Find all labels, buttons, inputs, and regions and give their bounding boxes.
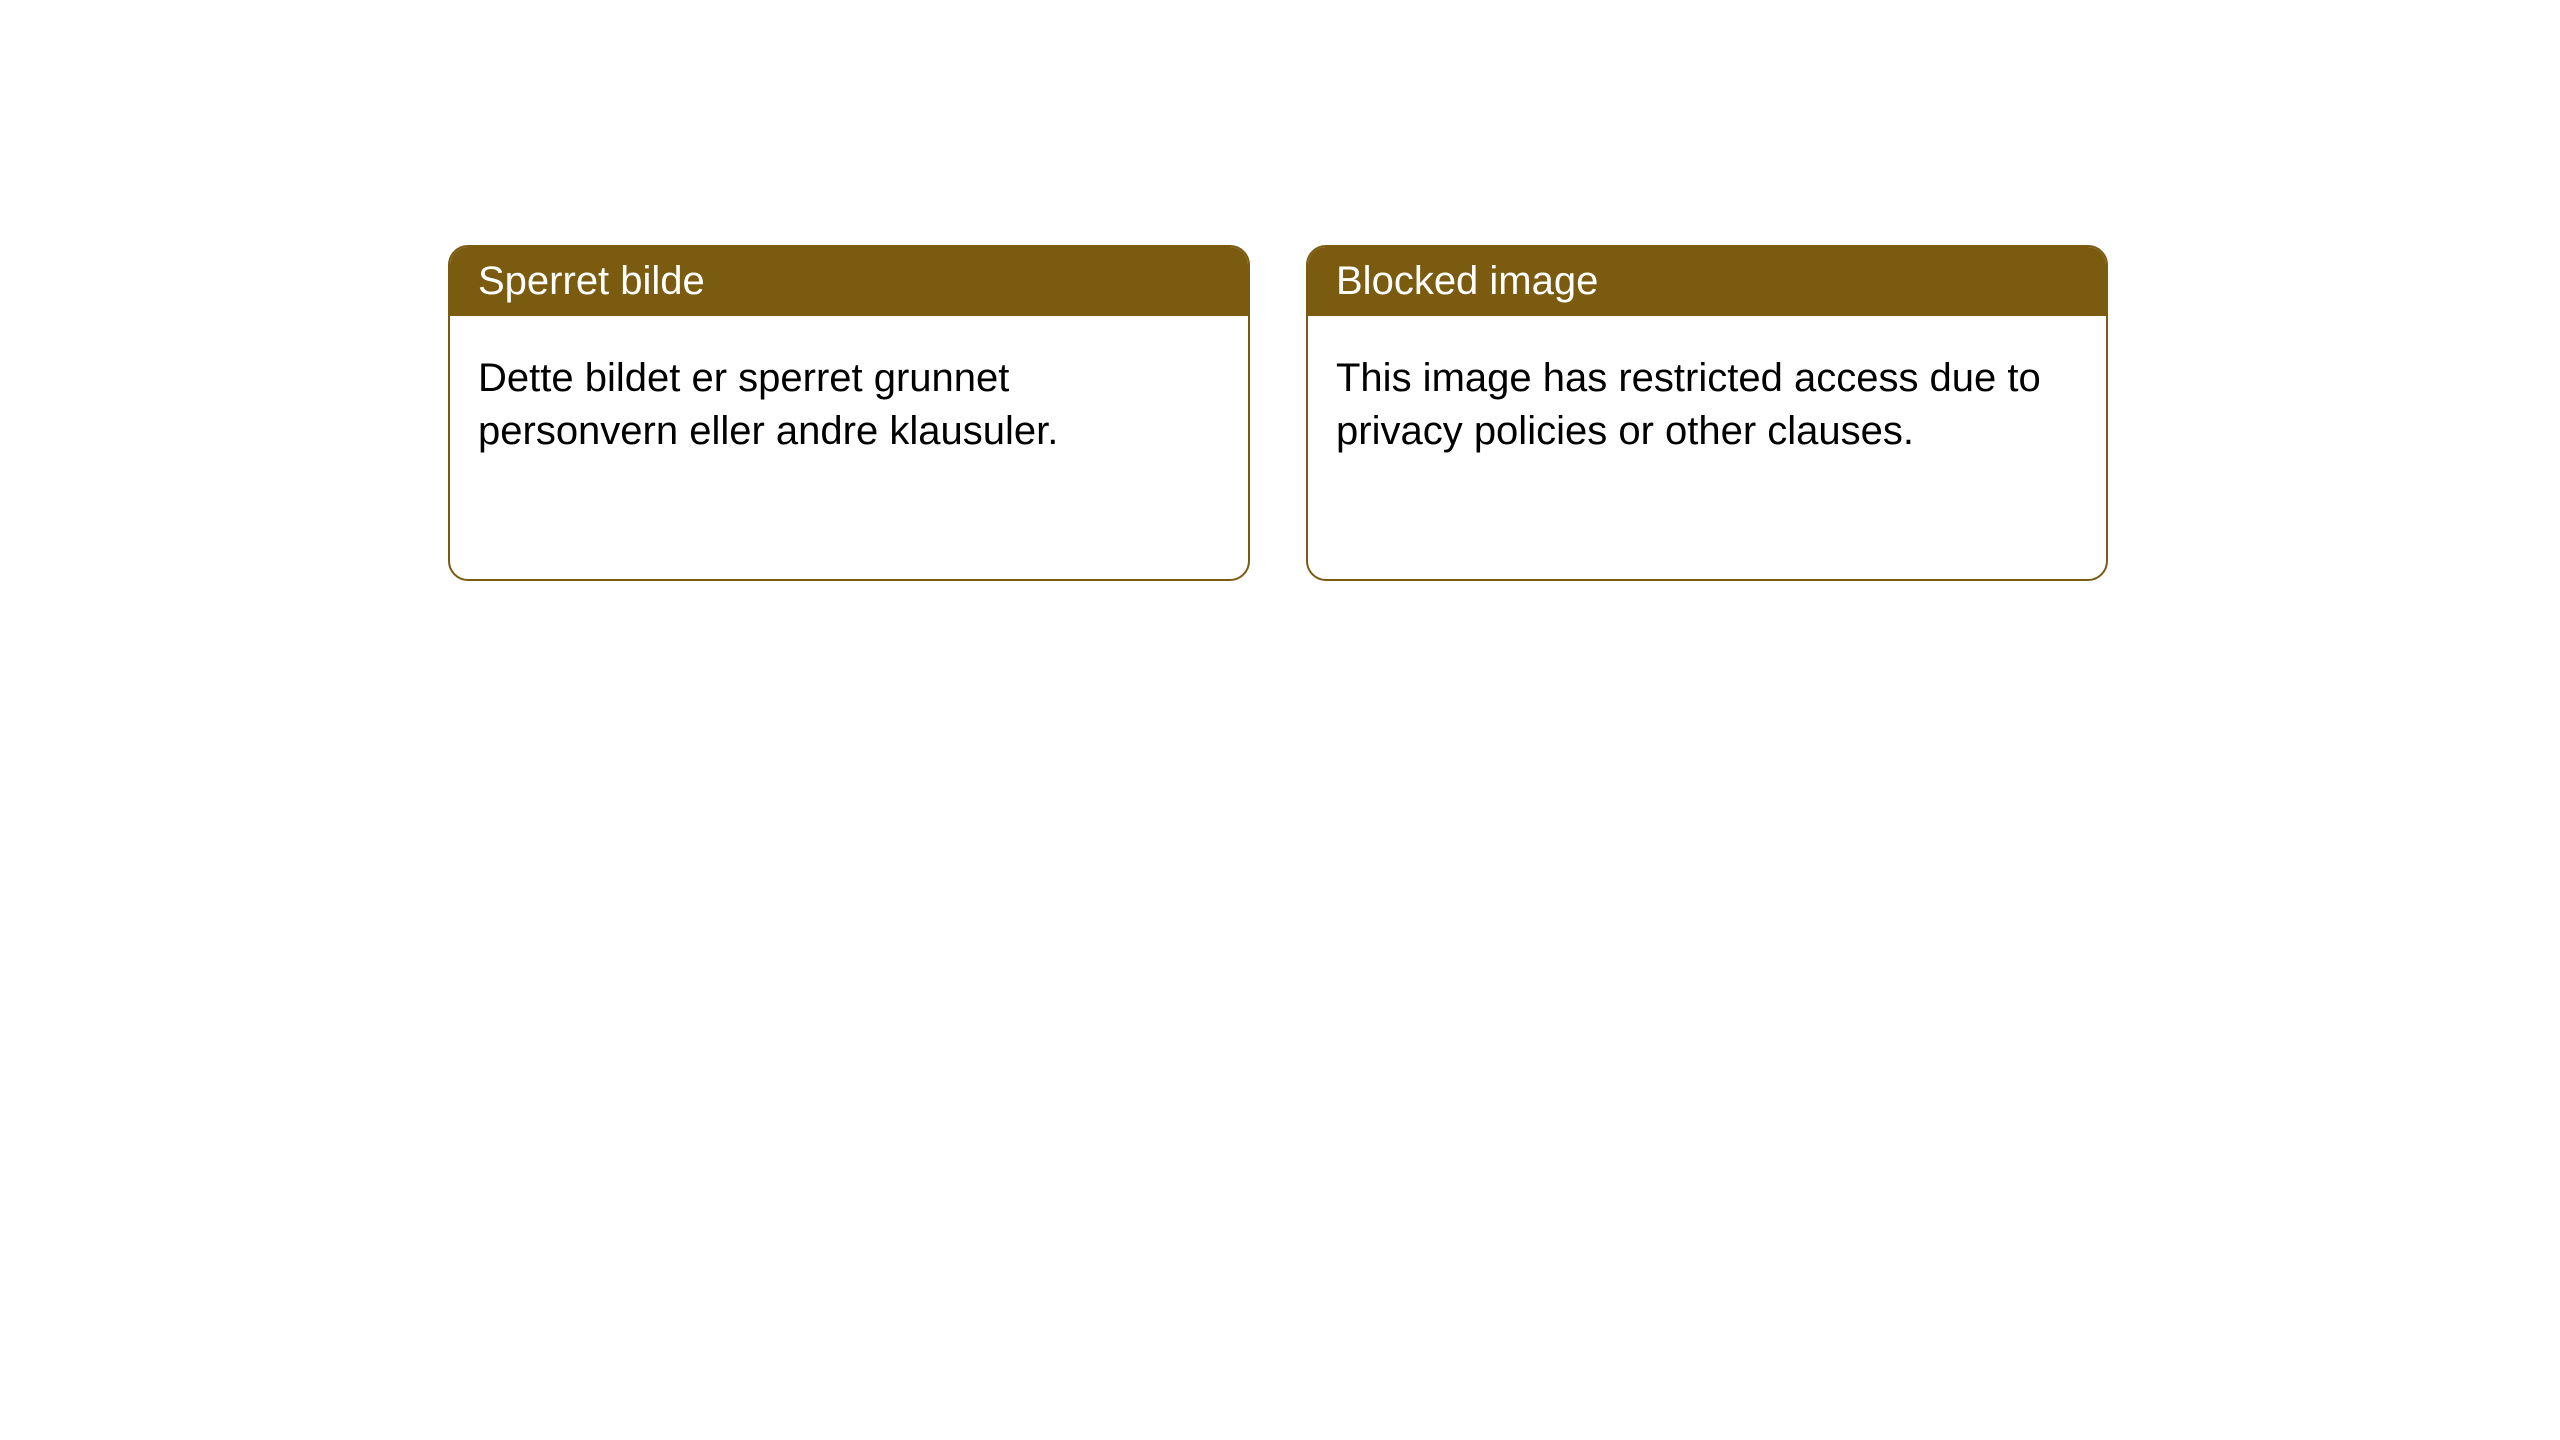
- card-title: Sperret bilde: [478, 259, 705, 303]
- card-header: Blocked image: [1308, 247, 2106, 316]
- card-container: Sperret bilde Dette bildet er sperret gr…: [0, 0, 2560, 581]
- card-header: Sperret bilde: [450, 247, 1248, 316]
- card-title: Blocked image: [1336, 259, 1598, 303]
- blocked-image-card-no: Sperret bilde Dette bildet er sperret gr…: [448, 245, 1250, 581]
- card-body: This image has restricted access due to …: [1308, 316, 2106, 494]
- card-message: This image has restricted access due to …: [1336, 356, 2041, 453]
- card-message: Dette bildet er sperret grunnet personve…: [478, 356, 1058, 453]
- card-body: Dette bildet er sperret grunnet personve…: [450, 316, 1248, 494]
- blocked-image-card-en: Blocked image This image has restricted …: [1306, 245, 2108, 581]
